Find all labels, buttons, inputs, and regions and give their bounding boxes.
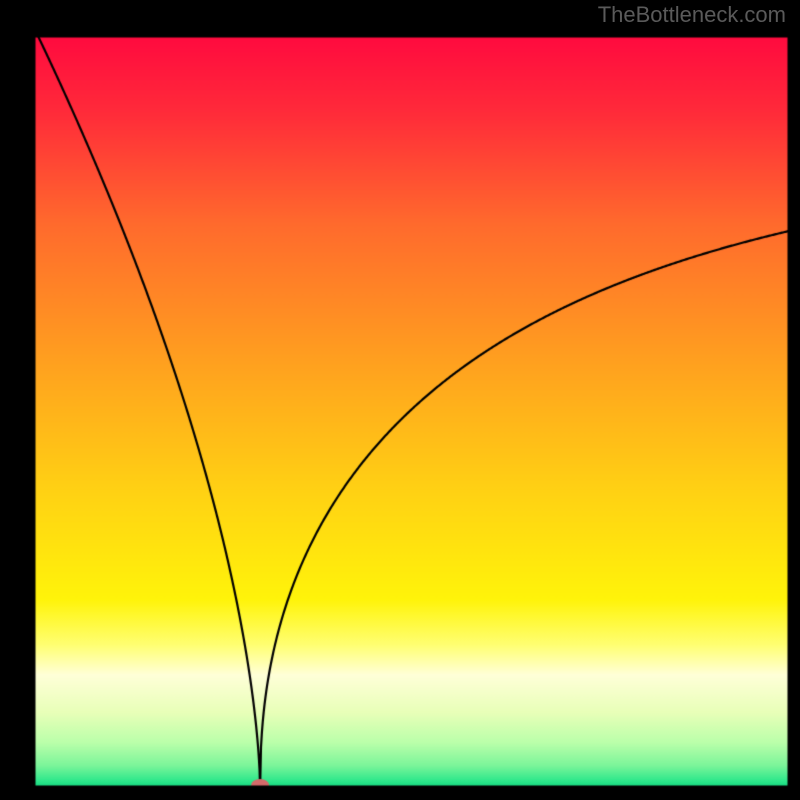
chart-container: TheBottleneck.com <box>0 0 800 800</box>
chart-canvas <box>0 0 800 800</box>
watermark-text: TheBottleneck.com <box>598 2 786 28</box>
